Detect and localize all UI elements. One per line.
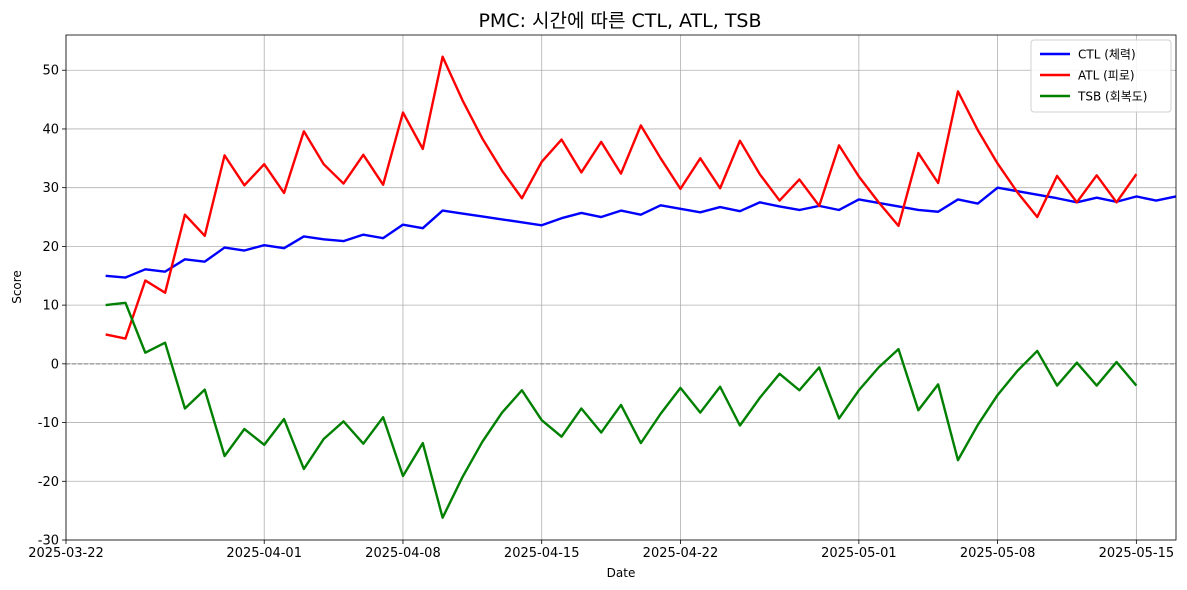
legend: CTL (체력) ATL (피로) TSB (회복도) [1030, 39, 1172, 113]
y-axis-ticks: -30 -20 -10 0 10 20 30 40 50 [38, 64, 66, 549]
x-tick-label: 2025-04-08 [365, 546, 441, 561]
y-tick-label: 10 [42, 299, 59, 314]
x-tick-label: 2025-04-22 [643, 546, 719, 561]
legend-label-1: ATL (피로) [1078, 69, 1135, 83]
series-lines [105, 55, 1177, 519]
grid [65, 35, 1176, 541]
plot-area-frame [65, 34, 1177, 541]
x-tick-label: 2025-03-22 [28, 546, 104, 561]
series-line-1 [105, 55, 1138, 340]
legend-box [1030, 39, 1172, 113]
y-tick-label: 30 [42, 181, 59, 196]
y-tick-label: 0 [51, 357, 59, 372]
series-line-0 [105, 186, 1177, 279]
y-tick-label: -30 [38, 534, 59, 549]
y-tick-label: 40 [42, 122, 59, 137]
x-tick-label: 2025-05-08 [960, 546, 1036, 561]
y-tick-label: 50 [42, 64, 59, 79]
y-tick-label: -10 [38, 416, 59, 431]
x-tick-label: 2025-05-01 [821, 546, 897, 561]
y-axis-label: Score [10, 270, 24, 304]
legend-label-0: CTL (체력) [1078, 48, 1136, 62]
x-tick-label: 2025-04-15 [504, 546, 580, 561]
x-axis-label: Date [607, 566, 636, 580]
x-tick-label: 2025-04-01 [226, 546, 302, 561]
chart-title: PMC: 시간에 따른 CTL, ATL, TSB [478, 10, 761, 32]
y-tick-label: 20 [42, 240, 59, 255]
x-axis-ticks: 2025-03-22 2025-04-01 2025-04-08 2025-04-15… [28, 540, 1174, 561]
series-line-2 [105, 301, 1138, 519]
y-tick-label: -20 [38, 475, 59, 490]
legend-label-2: TSB (회복도) [1077, 90, 1147, 104]
x-tick-label: 2025-05-15 [1099, 546, 1175, 561]
